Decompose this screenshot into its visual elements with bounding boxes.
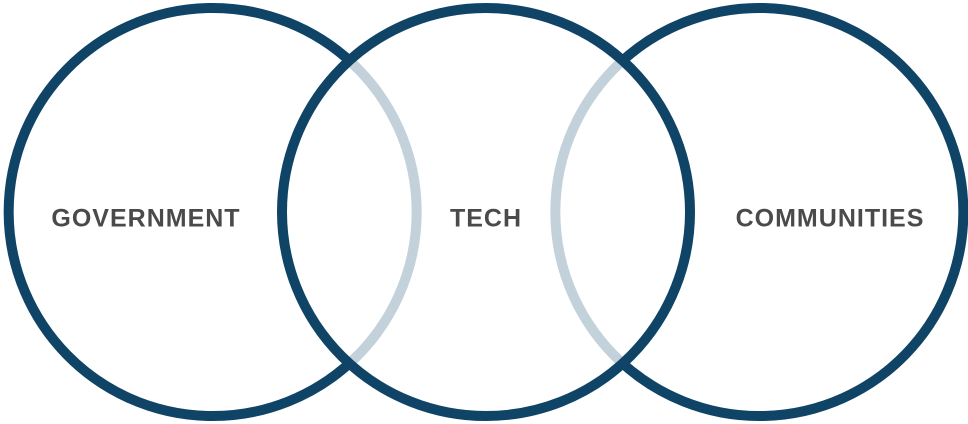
circle-tech [277,3,695,421]
circle-government [3,3,356,421]
circle-communities [616,3,968,421]
overlap-arc-government-tech [347,58,422,366]
label-tech: TECH [450,205,522,233]
label-government: GOVERNMENT [51,205,240,233]
overlap-arc-tech-communities [550,58,625,366]
label-communities: COMMUNITIES [736,205,925,233]
